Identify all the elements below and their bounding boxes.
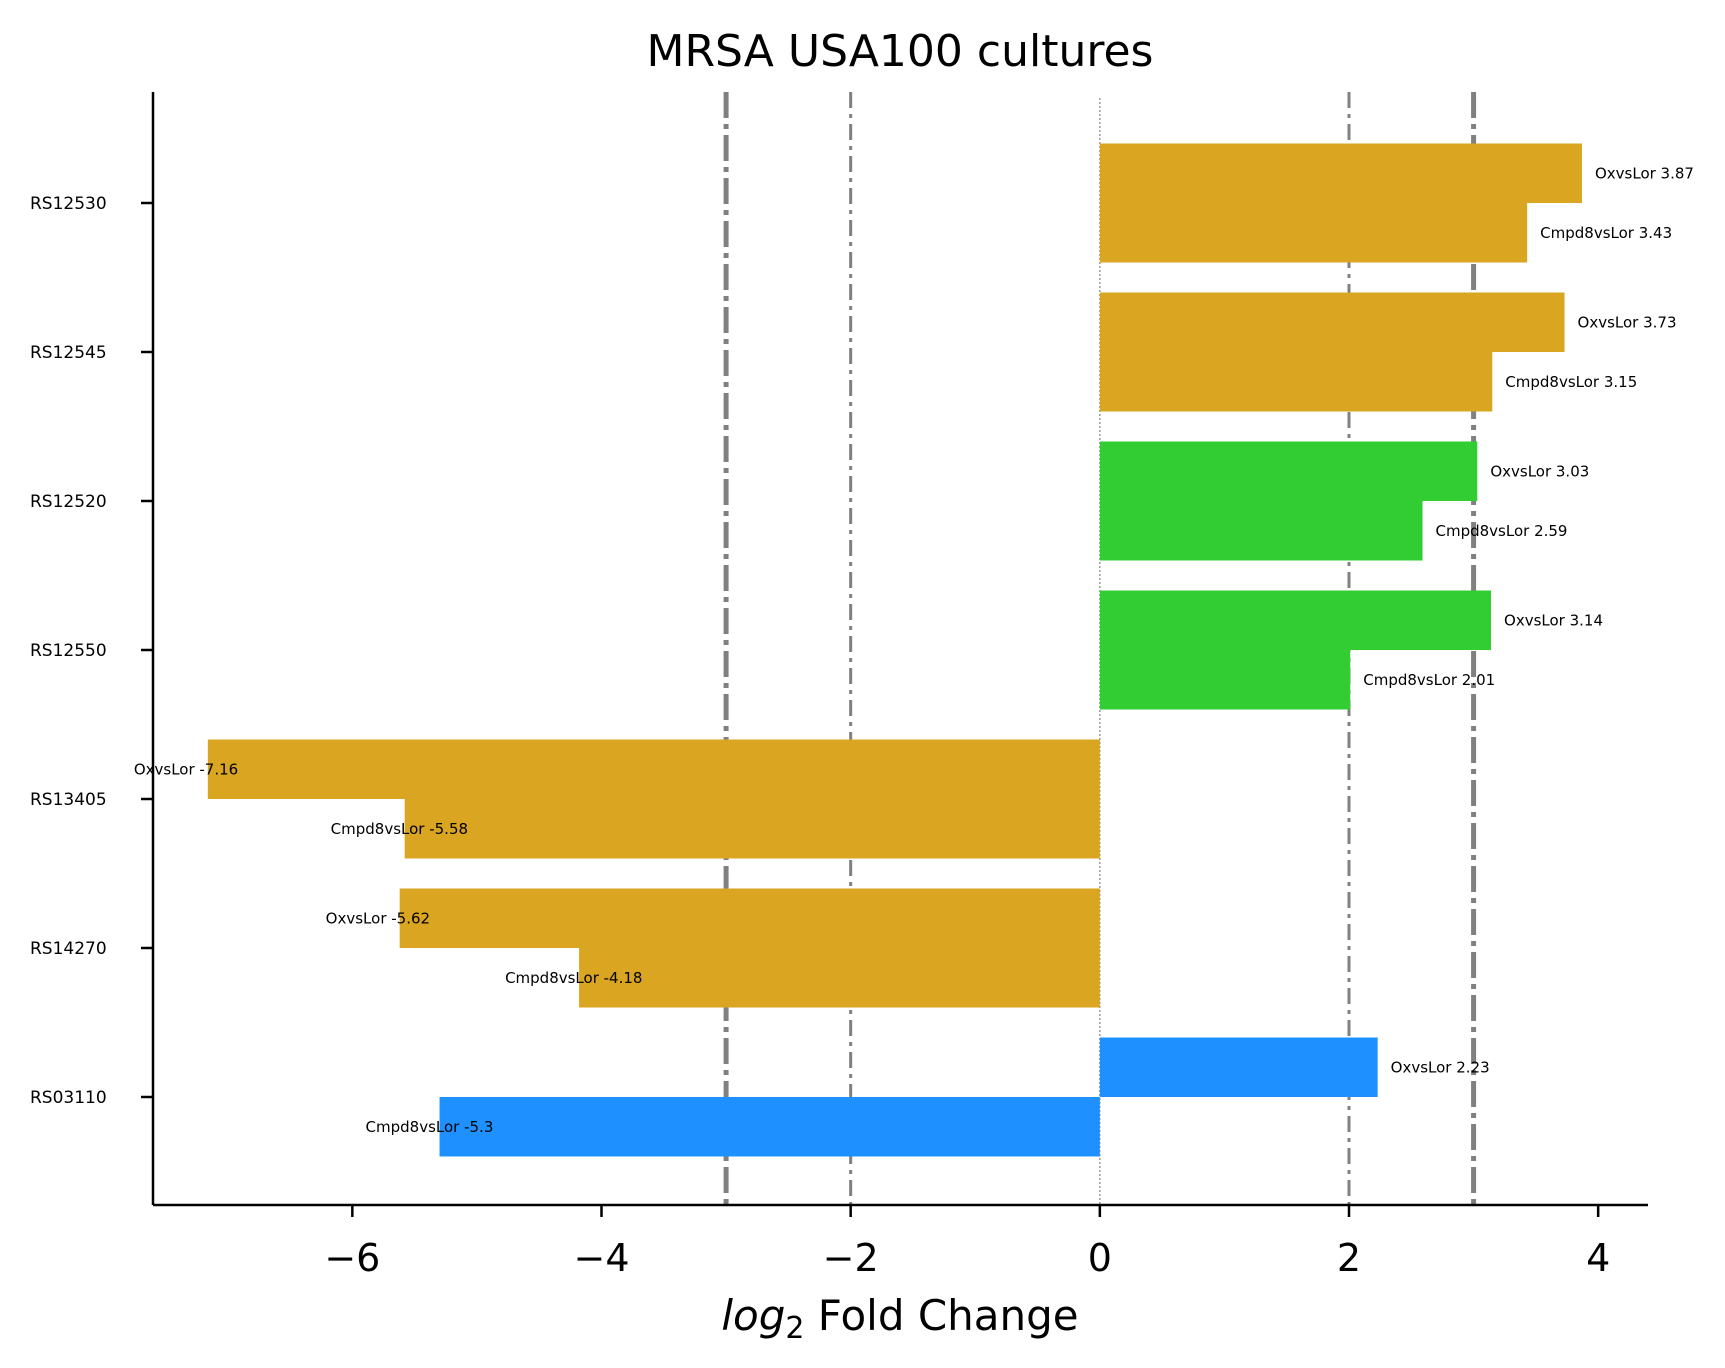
bar-oxvslor-rs03110	[1099, 1037, 1378, 1097]
bar-cmpd8vslor-rs13405	[404, 799, 1100, 859]
x-tick-label: 0	[1088, 1236, 1112, 1280]
bar-cmpd8vslor-rs12545	[1099, 352, 1493, 412]
x-tick-label: 2	[1337, 1236, 1361, 1280]
bar-oxvslor-rs12520	[1099, 441, 1478, 501]
bar-value-label: OxvsLor 3.14	[1504, 611, 1603, 629]
bar-value-label: Cmpd8vsLor 2.01	[1363, 671, 1495, 689]
x-tick-label: −2	[823, 1236, 879, 1280]
bars	[207, 143, 1582, 1157]
y-tick-label: RS12530	[30, 194, 107, 214]
y-tick-label: RS14270	[30, 939, 107, 959]
y-tick-label: RS12545	[30, 343, 107, 363]
x-axis-label: log2 Fold Change	[721, 1291, 1078, 1346]
bar-cmpd8vslor-rs03110	[439, 1097, 1100, 1157]
bar-value-label: OxvsLor 2.23	[1391, 1058, 1490, 1076]
bar-cmpd8vslor-rs12520	[1099, 501, 1423, 561]
bar-labels: OxvsLor 3.87 Cmpd8vsLor 3.43 OxvsLor 3.73 C…	[134, 164, 1694, 1136]
bar-value-label: Cmpd8vsLor 3.15	[1505, 373, 1637, 391]
bar-oxvslor-rs13405	[207, 739, 1100, 799]
x-tick-label: −6	[324, 1236, 380, 1280]
axes: RS12530 RS12545 RS12520 RS12550 RS13405 RS142…	[30, 92, 1648, 1280]
x-axis-label-sub: 2	[785, 1311, 804, 1346]
y-tick-label: RS12550	[30, 641, 107, 661]
x-axis-label-main: log	[721, 1291, 785, 1340]
bar-value-label: OxvsLor 3.73	[1578, 313, 1677, 331]
bar-cmpd8vslor-rs12530	[1099, 203, 1528, 263]
bar-oxvslor-rs14270	[399, 888, 1100, 948]
bar-value-label: OxvsLor -7.16	[134, 760, 238, 778]
bar-cmpd8vslor-rs12550	[1099, 650, 1351, 710]
x-tick-label: 4	[1586, 1236, 1610, 1280]
bar-value-label: Cmpd8vsLor -5.58	[331, 820, 468, 838]
bar-cmpd8vslor-rs14270	[579, 948, 1100, 1008]
bar-oxvslor-rs12530	[1099, 143, 1582, 203]
bar-value-label: OxvsLor -5.62	[326, 909, 430, 927]
bar-value-label: OxvsLor 3.03	[1490, 462, 1589, 480]
x-axis-label-rest: Fold Change	[804, 1291, 1078, 1340]
bar-oxvslor-rs12550	[1099, 590, 1492, 650]
bar-value-label: Cmpd8vsLor 3.43	[1540, 224, 1672, 242]
x-tick-label: −4	[573, 1236, 629, 1280]
chart-title: MRSA USA100 cultures	[647, 26, 1154, 77]
bar-value-label: OxvsLor 3.87	[1595, 164, 1694, 182]
y-tick-label: RS12520	[30, 492, 107, 512]
bar-value-label: Cmpd8vsLor -5.3	[366, 1118, 494, 1136]
y-tick-label: RS03110	[30, 1088, 107, 1108]
y-tick-label: RS13405	[30, 790, 107, 810]
bar-value-label: Cmpd8vsLor 2.59	[1436, 522, 1568, 540]
bar-oxvslor-rs12545	[1099, 292, 1565, 352]
bar-value-label: Cmpd8vsLor -4.18	[505, 969, 642, 987]
